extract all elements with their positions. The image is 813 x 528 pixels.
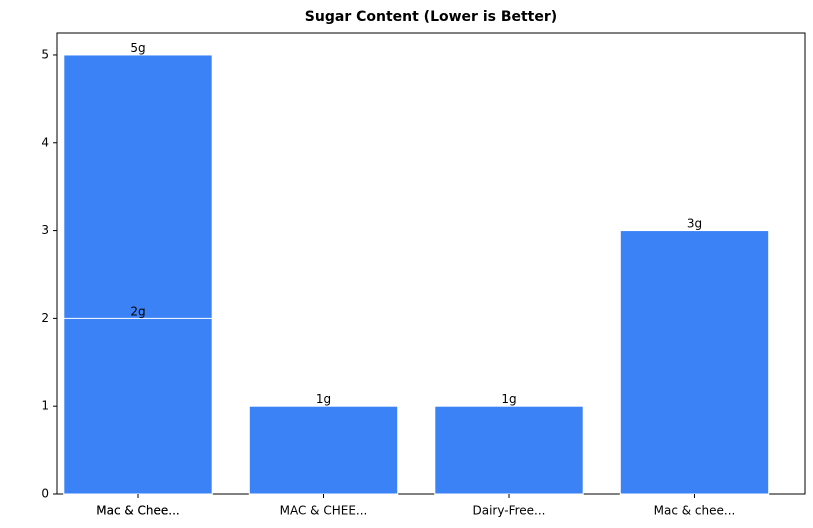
x-tick-label: Mac & chee...	[654, 504, 736, 518]
bar	[434, 405, 584, 495]
x-tick-label: MAC & CHEE...	[280, 504, 368, 518]
bar	[63, 317, 213, 495]
value-label: 1g	[316, 392, 331, 406]
chart-title: Sugar Content (Lower is Better)	[305, 9, 557, 25]
value-label: 1g	[501, 392, 516, 406]
y-tick-label: 3	[41, 223, 49, 237]
y-tick-label: 4	[41, 135, 49, 149]
bar	[619, 230, 770, 495]
y-tick-label: 0	[41, 487, 49, 501]
value-label: 5g	[130, 41, 145, 55]
value-label: 3g	[687, 217, 702, 231]
y-tick-label: 5	[41, 47, 49, 61]
value-label: 2g	[130, 304, 145, 318]
y-tick-label: 2	[41, 311, 49, 325]
plot-frame	[56, 32, 806, 495]
x-tick-label: Dairy-Free...	[473, 504, 546, 518]
x-tick-label: Mac & Chee...	[96, 504, 179, 518]
y-tick-label: 1	[41, 399, 49, 413]
x-tick-label: Mac & Chee...	[96, 504, 179, 518]
bar	[248, 405, 399, 495]
